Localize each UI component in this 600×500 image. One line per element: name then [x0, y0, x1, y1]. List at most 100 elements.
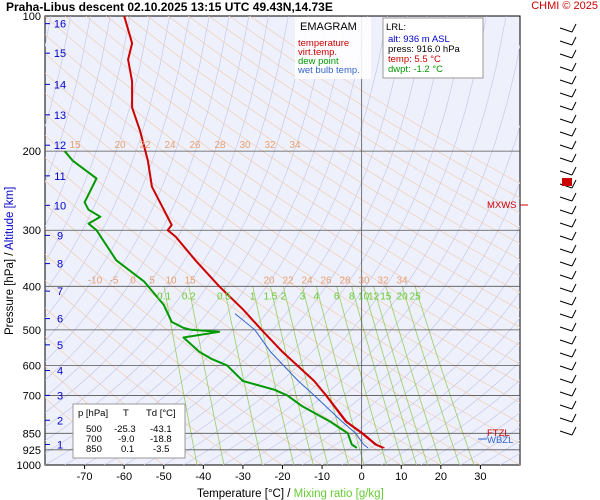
wind-barb-flag	[571, 62, 577, 72]
legend-item-wet-bulb: wet bulb temp.	[297, 65, 360, 76]
altitude-tick-label: 2	[57, 415, 63, 427]
mxws-marker: MXWS	[487, 200, 517, 211]
legend-heading: EMAGRAM	[300, 21, 357, 33]
isotherm-line	[45, 16, 230, 381]
isotherm-label: 34	[396, 275, 408, 286]
isotherm-label: 5	[149, 275, 155, 286]
wind-barb-flag	[571, 400, 577, 410]
wind-barb	[559, 391, 573, 397]
x-tick-label: -10	[314, 471, 330, 483]
wind-barb-flag	[571, 179, 577, 189]
wind-barb-flag	[571, 244, 577, 254]
table-row-t: 0.1	[121, 444, 134, 455]
altitude-tick-label: 1	[57, 439, 63, 451]
wind-barb-flag	[571, 374, 577, 384]
wind-barb	[559, 430, 573, 436]
pressure-tick-label: 200	[23, 146, 41, 158]
legend-item-virt-temp: virt.temp.	[298, 47, 337, 58]
mixing-ratio-label: 10	[358, 291, 370, 302]
wind-barb-flag	[571, 387, 577, 397]
y-label-pressure: Pressure [hPa]	[4, 259, 16, 335]
ftzl-marker: FTZL	[487, 428, 510, 439]
wind-barb-flag	[571, 205, 577, 215]
dry-adiabat-line	[45, 72, 520, 403]
wind-barb	[559, 417, 573, 423]
wind-barb-flag	[571, 75, 577, 85]
wind-barb	[559, 313, 573, 319]
x-axis-label: Temperature [°C] / Mixing ratio [g/kg]	[197, 488, 384, 500]
isotherm-label: 0	[130, 275, 136, 286]
pressure-tick-label: 500	[23, 325, 41, 337]
pressure-tick-label: 600	[23, 360, 41, 372]
wind-barb-flag	[571, 335, 577, 345]
wind-barb	[559, 300, 573, 306]
pressure-tick-label: 100	[23, 11, 41, 23]
pressure-tick-label: 925	[23, 445, 41, 457]
wind-barb-flag	[571, 166, 577, 176]
x-tick-label: -20	[275, 471, 291, 483]
mixing-ratio-label: 12	[368, 291, 380, 302]
dry-adiabat-line	[106, 16, 520, 294]
mixing-ratio-label: 0.2	[182, 291, 196, 302]
wind-barb	[559, 92, 573, 98]
altitude-tick-label: 14	[54, 79, 66, 91]
altitude-tick-label: 9	[57, 230, 63, 242]
altitude-tick-label: 3	[57, 390, 63, 402]
altitude-tick-label: 10	[54, 200, 66, 212]
dry-adiabat-line	[188, 16, 520, 229]
wind-barb	[559, 326, 573, 332]
wind-barb-flag	[571, 140, 577, 150]
wind-barb-flag	[571, 36, 577, 46]
mixing-ratio-label: 25	[410, 291, 422, 302]
wind-barb	[559, 339, 573, 345]
lrl-box: LRL: alt: 936 m ASL press: 916.0 hPa tem…	[382, 17, 484, 79]
data-table: p [hPa] T Td [°C] 500 -25.3 -43.1 700 -9…	[72, 403, 186, 459]
altitude-tick-label: 12	[54, 140, 66, 152]
isotherm-line	[45, 16, 111, 227]
y-axis-label: Pressure [hPa] / Altitude [km]	[4, 187, 16, 335]
isotherm-label: 26	[320, 275, 332, 286]
wind-barb	[559, 105, 573, 111]
isotherm-label: 34	[289, 140, 301, 151]
wind-barb-flag	[571, 101, 577, 111]
plot-area	[44, 15, 521, 466]
mixing-ratio-label: 1.5	[263, 291, 277, 302]
pressure-tick-label: 700	[23, 390, 41, 402]
wind-barb-flag	[571, 231, 577, 241]
isotherm-label: 15	[69, 140, 81, 151]
isotherm-line	[45, 16, 131, 263]
legend-item-temperature: temperature	[298, 38, 349, 49]
wind-barb	[559, 157, 573, 163]
wind-barb	[559, 144, 573, 150]
altitude-tick-label: 6	[57, 314, 63, 326]
table-row-td: -18.8	[150, 434, 172, 445]
dry-adiabat-line	[45, 16, 520, 346]
x-tick-label: 30	[474, 471, 486, 483]
wind-barb-flag	[571, 114, 577, 124]
isotherm-label: 28	[339, 275, 351, 286]
pressure-tick-label: 300	[23, 225, 41, 237]
mixing-ratio-label: 1	[250, 291, 256, 302]
table-row-p: 500	[86, 424, 102, 435]
isotherm-label: 10	[165, 275, 177, 286]
isotherm-label: 24	[164, 140, 176, 151]
altitude-tick-label: 11	[54, 171, 65, 183]
wind-barb-flag	[571, 309, 577, 319]
x-label-temp: Temperature [°C]	[197, 488, 284, 500]
isotherm-line	[579, 16, 600, 465]
mixing-ratio-label: 8	[349, 291, 355, 302]
table-row-p: 850	[86, 444, 102, 455]
pressure-tick-label: 400	[23, 281, 41, 293]
pressure-tick-label: 850	[23, 428, 41, 440]
wind-barb	[559, 352, 573, 358]
altitude-tick-label: 13	[54, 110, 66, 122]
y-label-sep: /	[4, 250, 16, 259]
dry-adiabat-line	[65, 16, 520, 328]
mixing-ratio-label: 0.1	[157, 291, 171, 302]
wind-barb	[559, 222, 573, 228]
wind-barb	[559, 248, 573, 254]
wind-barb	[559, 287, 573, 293]
dry-adiabat-line	[45, 34, 520, 365]
isotherm-label: 15	[184, 275, 196, 286]
isotherm-label: 20	[263, 275, 275, 286]
